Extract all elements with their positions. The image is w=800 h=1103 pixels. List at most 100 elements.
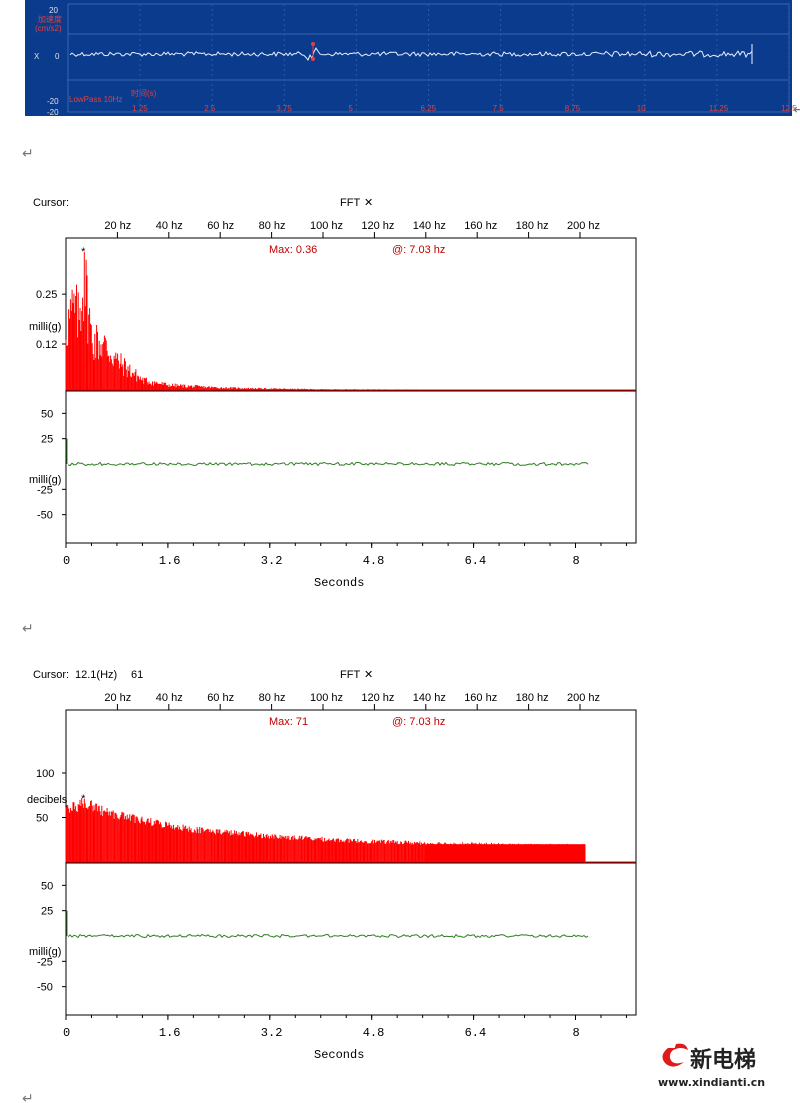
- fft-title: FFT: [340, 669, 360, 681]
- time-y-tick: -50: [37, 510, 53, 522]
- strip-x-ticks: 1.25 2.5 3.75 5 6.25 7.5 8.75 10 11.25 12.5: [132, 4, 797, 113]
- time-y-tick: -50: [37, 982, 53, 994]
- time-y-tick: 50: [41, 408, 53, 420]
- freq-tick-label: 160 hz: [464, 220, 497, 232]
- strip-footer-left: LowPass 10Hz: [69, 95, 122, 104]
- peak-marker: *: [81, 246, 86, 258]
- close-icon[interactable]: ✕: [364, 669, 373, 681]
- fft-panel-1: Cursor: FFT ✕ 20 hz 40 hz 60 hz 80 hz 100 hz…: [25, 185, 670, 590]
- time-x-label: Seconds: [314, 1048, 364, 1062]
- freq-tick-label: 100 hz: [310, 692, 343, 704]
- watermark-logo-text: 新电梯: [690, 1047, 756, 1073]
- fft-panel-2: Cursor: 12.1(Hz) 61 FFT ✕ 20 hz 40 hz 60 h…: [25, 657, 670, 1062]
- time-y-tick: -25: [37, 956, 53, 968]
- freq-tick-label: 40 hz: [156, 220, 183, 232]
- time-x-tick: 3.2: [261, 1026, 283, 1040]
- logo-mark-icon: [662, 1043, 688, 1067]
- close-icon[interactable]: ✕: [364, 197, 373, 209]
- spectrum-y-tick: 0.12: [36, 339, 57, 351]
- spectrum-bars: [65, 252, 636, 391]
- strip-y-zero: 0: [55, 52, 60, 61]
- peak-freq-label: @: 7.03 hz: [392, 716, 445, 728]
- strip-cursor[interactable]: [311, 42, 315, 61]
- time-x-tick: 6.4: [465, 1026, 487, 1040]
- return-mark-4: ↵: [22, 621, 34, 637]
- time-y-tick: 50: [41, 880, 53, 892]
- strip-x-marker[interactable]: X: [34, 52, 40, 61]
- strip-x-tick-label: 2.5: [204, 104, 216, 113]
- time-x-tick: 0: [63, 554, 70, 568]
- time-x-tick: 6.4: [465, 554, 487, 568]
- time-x-tick: 8: [572, 1026, 579, 1040]
- strip-y-bottom-2: -20: [47, 108, 59, 117]
- time-x-tick: 0: [63, 1026, 70, 1040]
- spectrum-y-axis: 100 50: [36, 768, 66, 824]
- fft-title: FFT: [340, 197, 360, 209]
- freq-tick-label: 80 hz: [259, 220, 286, 232]
- time-x-tick: 4.8: [363, 554, 385, 568]
- time-y-tick: 25: [41, 906, 53, 918]
- return-mark-5: ↵: [22, 1091, 34, 1103]
- time-axes: 50 25 -25 -50 0 1.6 3.2 4.8 6.4 8: [37, 408, 627, 568]
- time-y-tick: 25: [41, 434, 53, 446]
- freq-tick-labels: 20 hz 40 hz 60 hz 80 hz 100 hz 120 hz 140 hz 16…: [104, 692, 600, 710]
- cursor-label: Cursor:: [33, 669, 69, 681]
- strip-x-tick-label: 12.5: [781, 104, 797, 113]
- strip-trace: [69, 44, 753, 64]
- freq-tick-label: 200 hz: [567, 692, 600, 704]
- strip-x-tick-label: 6.25: [421, 104, 437, 113]
- freq-tick-labels: 20 hz 40 hz 60 hz 80 hz 100 hz 120 hz 140 hz 16…: [104, 220, 600, 238]
- strip-background: [25, 0, 792, 116]
- spectrum-tail-fill: [425, 844, 586, 862]
- freq-tick-label: 140 hz: [413, 692, 446, 704]
- freq-tick-label: 20 hz: [104, 692, 131, 704]
- strip-y-bottom: -20: [47, 97, 59, 106]
- freq-tick-label: 20 hz: [104, 220, 131, 232]
- freq-tick-label: 180 hz: [516, 692, 549, 704]
- freq-tick-label: 160 hz: [464, 692, 497, 704]
- time-x-label: Seconds: [314, 576, 364, 590]
- spectrum-y-label: milli(g): [29, 321, 61, 333]
- freq-tick-label: 180 hz: [516, 220, 549, 232]
- strip-x-tick-label: 10: [637, 104, 646, 113]
- freq-tick-label: 140 hz: [413, 220, 446, 232]
- spectrum-y-axis: 0.25 0.12: [36, 289, 66, 351]
- freq-tick-label: 100 hz: [310, 220, 343, 232]
- time-x-tick: 1.6: [159, 1026, 181, 1040]
- max-label: Max: 0.36: [269, 244, 317, 256]
- time-y-label: milli(g): [29, 474, 61, 486]
- strip-y-top: 20: [49, 6, 58, 15]
- freq-tick-label: 60 hz: [207, 692, 234, 704]
- max-label: Max: 71: [269, 716, 308, 728]
- time-series-line: [67, 933, 589, 939]
- spectrum-y-tick: 50: [36, 812, 48, 824]
- peak-marker: *: [81, 793, 86, 805]
- strip-x-tick-label: 1.25: [132, 104, 148, 113]
- strip-chart: 20 0 -20 -20 X 加速度 (cm/s2) LowPass 10Hz …: [25, 0, 797, 117]
- strip-x-tick-label: 3.75: [276, 104, 292, 113]
- time-series-line: [67, 461, 589, 467]
- strip-title-line1: 加速度: [38, 14, 62, 24]
- return-mark-2: ↵: [793, 102, 800, 118]
- strip-title-line2: (cm/s2): [35, 24, 62, 33]
- freq-tick-label: 80 hz: [259, 692, 286, 704]
- time-x-tick: 8: [572, 554, 579, 568]
- watermark-url: www.xindianti.cn: [658, 1076, 765, 1089]
- strip-footer-mid: 时间(s): [131, 88, 157, 98]
- cursor-value: 12.1(Hz): [75, 669, 117, 681]
- time-x-tick: 1.6: [159, 554, 181, 568]
- spectrum-y-tick: 0.25: [36, 289, 57, 301]
- freq-tick-label: 200 hz: [567, 220, 600, 232]
- freq-tick-label: 60 hz: [207, 220, 234, 232]
- time-x-tick: 3.2: [261, 554, 283, 568]
- freq-tick-label: 120 hz: [361, 692, 394, 704]
- time-axes: 50 25 -25 -50 0 1.6 3.2 4.8 6.4 8: [37, 880, 627, 1040]
- cursor-label: Cursor:: [33, 197, 69, 209]
- strip-x-tick-label: 5: [348, 104, 353, 113]
- peak-freq-label: @: 7.03 hz: [392, 244, 445, 256]
- return-mark-1: ↵: [22, 146, 34, 162]
- site-watermark: 新电梯 www.xindianti.cn: [658, 1043, 765, 1089]
- freq-tick-label: 40 hz: [156, 692, 183, 704]
- time-y-label: milli(g): [29, 946, 61, 958]
